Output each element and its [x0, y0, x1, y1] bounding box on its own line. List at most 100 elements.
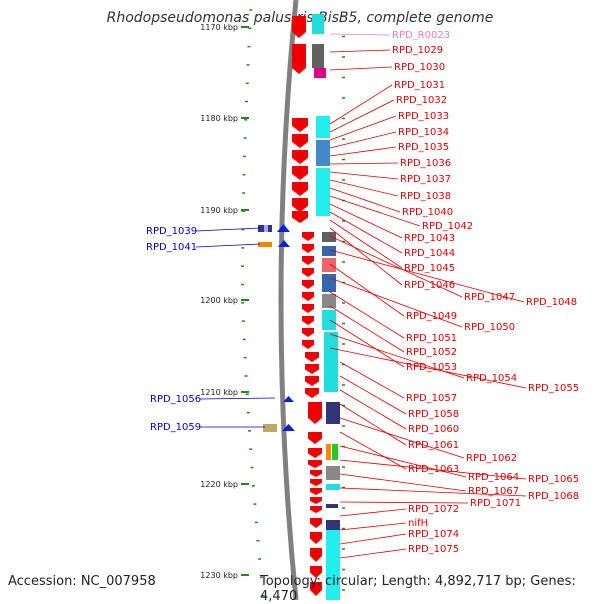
forward-gene-arrow — [292, 16, 306, 38]
label-leader-line — [329, 171, 399, 180]
label-leader-line — [339, 548, 407, 559]
forward-gene-arrow — [292, 198, 308, 212]
label-leader-line — [329, 211, 403, 254]
feature-bar — [326, 520, 340, 530]
forward-gene-arrow — [302, 280, 314, 289]
gene-label-rpd_1059: RPD_1059 — [150, 422, 201, 433]
label-leader-line — [329, 84, 393, 125]
label-leader-line — [339, 375, 407, 415]
label-leader-line — [195, 227, 261, 232]
forward-gene-arrow — [308, 402, 322, 424]
feature-bar — [314, 68, 326, 78]
label-leader-line — [329, 203, 403, 239]
gene-label-rpd_1037: RPD_1037 — [400, 174, 451, 185]
label-leader-line — [329, 179, 399, 197]
forward-strand-genes — [292, 16, 322, 596]
gene-label-rpd_1029: RPD_1029 — [392, 45, 443, 56]
ruler: 1170 kbp 1180 kbp 1190 kbp 1200 kbp 1210 kbp… — [200, 9, 345, 597]
gene-label-rpd_1044: RPD_1044 — [404, 248, 455, 259]
label-leader-line — [329, 162, 399, 165]
forward-gene-arrow — [310, 497, 322, 504]
label-leader-line — [329, 115, 397, 141]
label-leader-line — [195, 243, 261, 248]
reverse-gene-arrow — [283, 396, 294, 402]
forward-gene-arrow — [308, 432, 322, 444]
backbone — [278, 0, 299, 600]
label-leader-line — [329, 227, 403, 286]
reverse-strand-genes — [258, 224, 295, 432]
feature-bar — [326, 504, 338, 508]
forward-gene-arrow — [292, 166, 308, 180]
gene-label-rpd_1043: RPD_1043 — [404, 233, 455, 244]
gene-label-rpd_1034: RPD_1034 — [398, 127, 449, 138]
feature-bar — [316, 140, 330, 166]
gene-label-rpd_r0023: RPD_R0023 — [392, 30, 450, 41]
gene-label-rpd_1052: RPD_1052 — [406, 347, 457, 358]
forward-gene-arrow — [310, 470, 322, 477]
forward-gene-arrow — [310, 532, 322, 544]
gene-label-rpd_1050: RPD_1050 — [464, 322, 515, 333]
forward-gene-arrow — [305, 364, 319, 374]
forward-gene-arrow — [302, 268, 314, 277]
label-leader-line — [329, 249, 525, 303]
left-gene-labels: RPD_1039 RPD_1041 RPD_1056 RPD_1059 — [146, 226, 276, 433]
ruler-label: 1200 kbp — [200, 296, 238, 305]
forward-gene-arrow — [292, 44, 306, 74]
feature-bar — [326, 466, 340, 480]
forward-gene-arrow — [302, 340, 314, 349]
forward-gene-arrow — [310, 548, 322, 562]
gene-label-rpd_1061: RPD_1061 — [408, 440, 459, 451]
label-leader-line — [339, 445, 467, 478]
label-leader-line — [329, 277, 463, 328]
feature-bars — [312, 14, 340, 600]
label-leader-line — [329, 187, 401, 213]
feature-bar — [322, 246, 336, 256]
label-leader-line — [339, 522, 407, 531]
forward-gene-arrow — [305, 352, 319, 362]
gene-label-rpd_1030: RPD_1030 — [394, 62, 445, 73]
forward-gene-arrow — [310, 479, 322, 486]
forward-gene-arrow — [302, 328, 314, 337]
feature-bar — [312, 14, 324, 34]
gene-label-rpd_1040: RPD_1040 — [402, 207, 453, 218]
feature-bar — [322, 258, 336, 272]
reverse-gene-block — [263, 424, 277, 432]
forward-gene-arrow — [292, 150, 308, 164]
feature-bar — [326, 530, 340, 600]
gene-label-rpd_1074: RPD_1074 — [408, 529, 459, 540]
label-leader-line — [339, 389, 407, 430]
forward-gene-arrow — [310, 518, 322, 528]
gene-label-rpd_1045: RPD_1045 — [404, 263, 455, 274]
label-leader-line — [339, 403, 407, 446]
label-leader-line — [339, 431, 407, 470]
label-leader-line — [339, 533, 407, 545]
label-leader-line — [339, 361, 405, 399]
reverse-gene-arrow — [278, 240, 290, 247]
label-leader-line — [329, 235, 463, 298]
feature-bar — [322, 310, 336, 330]
ruler-label: 1190 kbp — [200, 206, 238, 215]
label-leader-line — [339, 417, 465, 459]
gene-label-rpd_1068: RPD_1068 — [528, 491, 579, 502]
label-leader-line — [329, 263, 405, 317]
ruler-label: 1170 kbp — [200, 23, 238, 32]
forward-gene-arrow — [310, 488, 322, 495]
label-leader-line — [339, 501, 469, 504]
gene-label-rpd_1075: RPD_1075 — [408, 544, 459, 555]
gene-label-rpd_1038: RPD_1038 — [400, 191, 451, 202]
feature-bar — [322, 274, 336, 292]
feature-bar — [326, 444, 331, 460]
gene-label-rpd_1067: RPD_1067 — [468, 486, 519, 497]
label-leader-line — [199, 397, 276, 400]
gene-label-rpd_1051: RPD_1051 — [406, 333, 457, 344]
gene-label-rpd_1055: RPD_1055 — [528, 383, 579, 394]
gene-label-rpd_1042: RPD_1042 — [422, 221, 473, 232]
forward-gene-arrow — [308, 448, 322, 458]
gene-label-rpd_1046: RPD_1046 — [404, 280, 455, 291]
forward-gene-arrow — [292, 211, 308, 223]
label-leader-line — [329, 347, 527, 389]
gene-label-rpd_1071: RPD_1071 — [470, 498, 521, 509]
gene-label-rpd_1031: RPD_1031 — [394, 80, 445, 91]
label-leader-line — [329, 219, 403, 269]
label-leader-line — [329, 305, 405, 353]
